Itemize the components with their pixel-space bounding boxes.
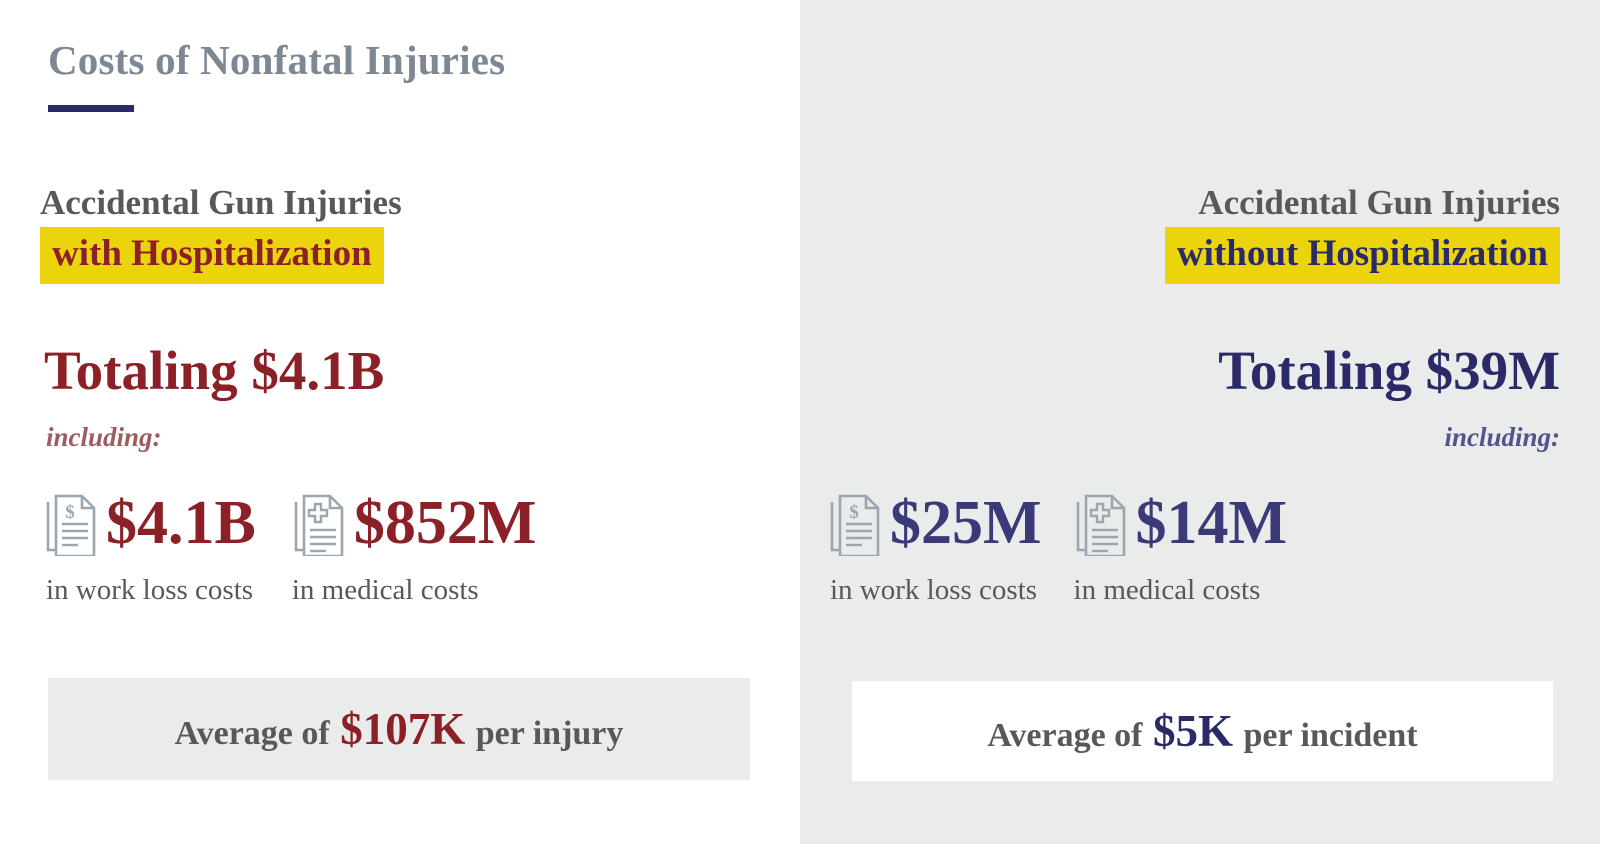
average-suffix: per incident: [1243, 717, 1418, 754]
panel-right-content: Accidental Gun Injuries without Hospital…: [800, 0, 1600, 844]
svg-text:$: $: [65, 502, 75, 523]
heading-highlight-without: without Hospitalization: [1164, 227, 1560, 284]
average-amount: $107K: [340, 704, 466, 754]
average-suffix: per injury: [475, 715, 624, 752]
average-box-left: Average of $107K per injury: [48, 678, 750, 780]
stat-label: in work loss costs: [830, 574, 1038, 606]
average-text-right: Average of $5K per incident: [987, 705, 1417, 757]
heading-without-hospitalization: Accidental Gun Injuries without Hospital…: [840, 182, 1560, 284]
stat-top: $14M: [1074, 484, 1288, 562]
title-underline-rule: [48, 105, 134, 113]
stat-top: $ $4.1B: [44, 484, 256, 562]
average-prefix: Average of: [174, 715, 330, 752]
document-medical-icon: [292, 490, 348, 558]
heading-line-1: Accidental Gun Injuries: [40, 183, 402, 222]
stat-work-loss-left: $ $4.1B in work loss costs: [44, 484, 256, 607]
stats-row-left: $ $4.1B in work loss costs: [44, 484, 536, 607]
totaling-right: Totaling $39M: [1218, 340, 1560, 401]
document-dollar-icon: $: [44, 490, 100, 558]
stat-label: in medical costs: [291, 574, 479, 606]
heading-line-2-row: with Hospitalization: [40, 227, 760, 284]
average-amount: $5K: [1153, 706, 1234, 756]
stat-medical-right: $14M in medical costs: [1074, 484, 1288, 607]
stat-value: $852M: [353, 489, 537, 557]
average-text-left: Average of $107K per injury: [175, 703, 624, 755]
stat-label: in work loss costs: [46, 574, 254, 606]
stat-value: $4.1B: [106, 489, 256, 557]
including-left: including:: [46, 422, 162, 452]
heading-highlight-with: with Hospitalization: [40, 227, 384, 284]
average-box-right: Average of $5K per incident: [852, 681, 1553, 781]
document-dollar-icon: $: [828, 490, 884, 558]
heading-line-1: Accidental Gun Injuries: [1198, 183, 1560, 222]
svg-text:$: $: [849, 502, 859, 523]
stats-row-right: $ $25M in work loss costs: [828, 484, 1287, 607]
stat-top: $852M: [292, 484, 537, 562]
average-prefix: Average of: [987, 717, 1143, 754]
title-block: Costs of Nonfatal Injuries: [48, 37, 748, 113]
stat-medical-left: $852M in medical costs: [292, 484, 537, 607]
stat-label: in medical costs: [1073, 574, 1261, 606]
stat-value: $14M: [1135, 489, 1288, 557]
document-medical-icon: [1074, 490, 1130, 558]
page-title: Costs of Nonfatal Injuries: [48, 37, 506, 83]
stat-work-loss-right: $ $25M in work loss costs: [828, 484, 1042, 607]
including-right: including:: [1444, 422, 1560, 452]
heading-with-hospitalization: Accidental Gun Injuries with Hospitaliza…: [40, 182, 760, 284]
stat-value: $25M: [890, 489, 1042, 557]
heading-line-2-row: without Hospitalization: [840, 227, 1560, 284]
totaling-left: Totaling $4.1B: [44, 340, 385, 401]
stat-top: $ $25M: [828, 484, 1042, 562]
